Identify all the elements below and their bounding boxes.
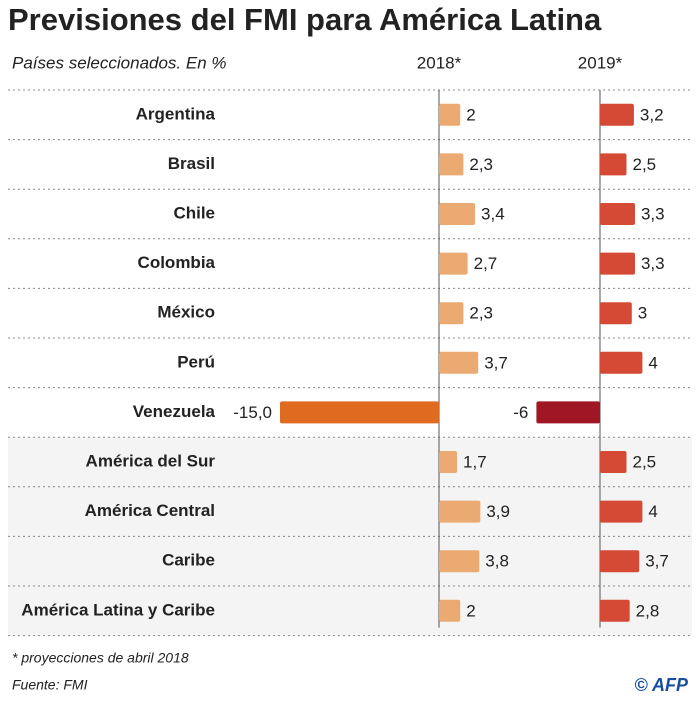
bar: [600, 203, 635, 225]
value-label: 2: [466, 601, 475, 620]
value-label: 2,7: [474, 254, 498, 273]
value-label: 2: [466, 105, 475, 124]
value-label: 4: [648, 502, 657, 521]
credit: © AFP: [634, 675, 689, 695]
legend-label: 2019*: [578, 53, 623, 72]
value-label: -15,0: [233, 403, 272, 422]
bar: [439, 252, 468, 275]
value-label: 3,4: [481, 204, 505, 223]
value-label: 2,5: [633, 155, 657, 174]
bar: [439, 203, 476, 225]
value-label: 2,3: [469, 304, 493, 323]
bar: [439, 500, 481, 523]
bar: [600, 351, 643, 374]
category-label: América del Sur: [86, 451, 216, 470]
legend-label: 2018*: [417, 53, 462, 72]
value-label: -6: [513, 403, 528, 422]
row-background: [8, 486, 692, 537]
category-label: Caribe: [162, 551, 215, 570]
bar: [439, 351, 479, 374]
row-background: [8, 437, 692, 487]
bar: [600, 252, 635, 275]
category-label: Brasil: [168, 154, 215, 173]
bar: [600, 599, 630, 622]
value-label: 3,9: [486, 502, 510, 521]
category-label: Argentina: [136, 104, 216, 123]
category-label: América Latina y Caribe: [21, 600, 215, 619]
category-label: América Central: [85, 501, 215, 520]
value-label: 2,5: [633, 452, 657, 471]
bar: [439, 599, 461, 622]
row-background: [8, 536, 692, 586]
bar: [600, 153, 627, 176]
bar: [280, 401, 439, 424]
value-label: 3,8: [485, 552, 509, 571]
chart-subtitle: Países seleccionados. En %: [12, 53, 227, 72]
note: * proyecciones de abril 2018: [12, 650, 189, 666]
row-background: [8, 586, 692, 636]
bar: [439, 302, 464, 325]
category-label: Perú: [177, 352, 215, 371]
bar: [439, 550, 480, 573]
bar: [600, 550, 640, 573]
value-label: 3,2: [640, 105, 664, 124]
value-label: 2,8: [636, 601, 660, 620]
chart-title: Previsiones del FMI para América Latina: [8, 2, 602, 37]
category-label: México: [157, 303, 215, 322]
value-label: 3,3: [641, 204, 665, 223]
category-label: Chile: [173, 203, 215, 222]
value-label: 2,3: [469, 155, 493, 174]
category-label: Colombia: [138, 253, 216, 272]
bar: [600, 451, 627, 473]
bar: [439, 451, 458, 473]
bar: [439, 103, 461, 126]
value-label: 4: [648, 353, 657, 372]
value-label: 3,3: [641, 254, 665, 273]
value-label: 1,7: [463, 452, 487, 471]
bar: [439, 153, 464, 176]
bar: [600, 302, 632, 325]
value-label: 3,7: [645, 552, 669, 571]
bar: [600, 500, 643, 523]
value-label: 3: [638, 304, 647, 323]
bar: [600, 103, 634, 126]
value-label: 3,7: [484, 353, 508, 372]
bar: [536, 401, 600, 424]
category-label: Venezuela: [133, 402, 216, 421]
source: Fuente: FMI: [12, 677, 88, 693]
